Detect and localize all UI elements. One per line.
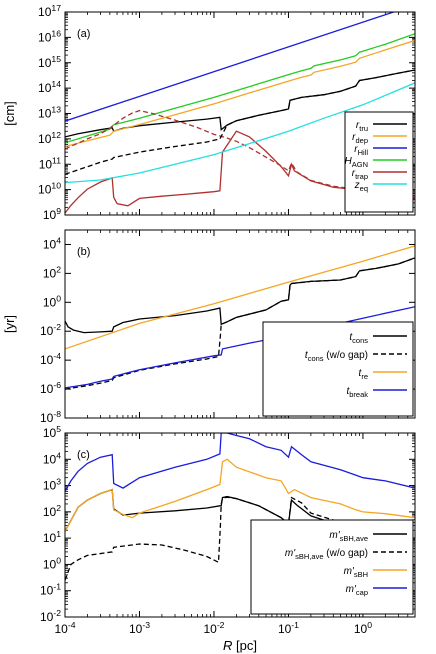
series-line-r-dep — [65, 39, 415, 148]
panel-label: (b) — [77, 246, 90, 258]
legend-label: tcons (w/o gap) — [305, 350, 368, 363]
x-tick-label: 100 — [354, 620, 372, 636]
legend-label: m'sBH — [344, 566, 368, 579]
series-line-r-tru-nogap — [65, 69, 415, 175]
y-axis-label: [cm] — [2, 101, 17, 126]
y-tick-label: 104 — [43, 235, 61, 251]
x-tick-label: 10-4 — [54, 620, 75, 636]
y-tick-label: 10-6 — [40, 380, 61, 396]
legend-label: tre — [359, 368, 368, 381]
series-line-t-cons — [65, 257, 415, 334]
y-tick-label: 1015 — [38, 54, 61, 70]
y-tick-label: 101 — [43, 529, 61, 545]
y-tick-label: 10-4 — [40, 351, 61, 367]
y-tick-label: 102 — [43, 503, 61, 519]
legend-label: HAGN — [345, 156, 369, 169]
y-tick-label: 109 — [43, 206, 61, 222]
series-group — [65, 12, 415, 214]
x-tick-label: 10-1 — [278, 620, 299, 636]
legend-label: rdep — [352, 132, 368, 145]
legend-label: rHill — [354, 144, 368, 157]
legend-box — [344, 111, 414, 213]
y-tick-label: 10-2 — [40, 322, 61, 338]
series-line-m-sBH-ave-nogap — [65, 496, 415, 581]
legend-label: m'sBH,ave — [329, 530, 368, 543]
plot-frame — [64, 229, 416, 419]
y-tick-label: 102 — [43, 264, 61, 280]
plot-frame — [64, 432, 416, 618]
x-axis-label: R [pc] — [223, 638, 257, 653]
legend-label: rtrap — [352, 168, 368, 181]
legend-box — [250, 519, 414, 615]
series-line-m-sBH — [65, 458, 415, 532]
legend-label: m'sBH,ave (w/o gap) — [285, 548, 368, 561]
legend-label: m'cap — [346, 584, 368, 597]
legend-label: tcons — [349, 332, 368, 345]
y-tick-label: 10-2 — [40, 608, 61, 624]
y-tick-label: 103 — [43, 477, 61, 493]
series-line-r-trap-nogap — [65, 109, 415, 198]
y-tick-label: 1017 — [38, 3, 61, 19]
y-tick-label: 1016 — [38, 28, 61, 44]
y-tick-label: 1014 — [38, 79, 61, 95]
panel-label: (a) — [77, 28, 90, 40]
legend-label: zeq — [354, 180, 368, 193]
panel-label: (c) — [77, 449, 90, 461]
series-line-t-re — [65, 245, 415, 350]
series-line-z-eq — [65, 82, 415, 184]
y-tick-label: 10-1 — [40, 582, 61, 598]
y-tick-label: 100 — [43, 293, 61, 309]
legend-label: rtru — [356, 120, 368, 133]
plot-frame — [64, 11, 416, 216]
y-tick-label: 104 — [43, 450, 61, 466]
y-tick-label: 1013 — [38, 105, 61, 121]
y-tick-label: 1012 — [38, 130, 61, 146]
y-tick-label: 1011 — [39, 155, 62, 171]
y-tick-label: 10-8 — [40, 409, 61, 425]
series-line-r-Hill — [65, 12, 396, 122]
y-tick-label: 100 — [43, 555, 61, 571]
legend-box — [262, 321, 414, 417]
x-tick-label: 10-3 — [129, 620, 150, 636]
series-line-m-cap — [65, 433, 415, 492]
y-tick-label: 105 — [43, 424, 61, 440]
legend-label: tbreak — [346, 386, 368, 399]
y-tick-label: 1010 — [38, 181, 61, 197]
y-axis-label: [yr] — [2, 315, 17, 333]
series-line-t-cons-nogap — [65, 257, 415, 390]
x-tick-label: 10-2 — [203, 620, 224, 636]
